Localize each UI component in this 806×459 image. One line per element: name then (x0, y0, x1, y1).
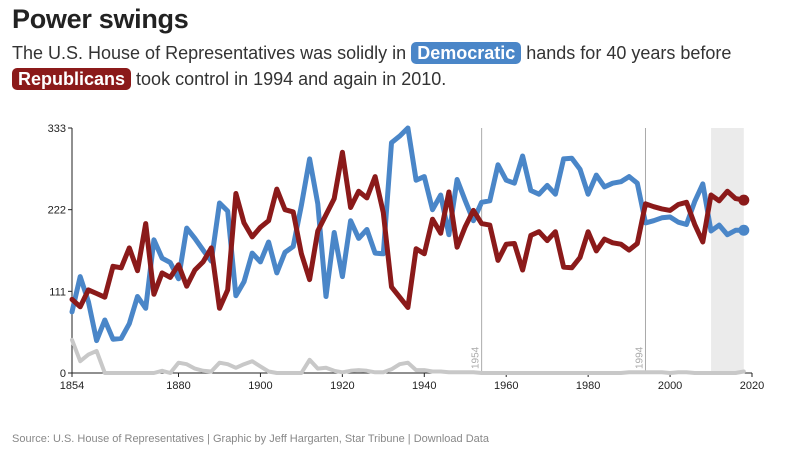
x-tick-label: 1900 (248, 380, 272, 392)
download-data-link[interactable]: Download Data (413, 433, 489, 445)
subtitle-text-2: hands for 40 years before (526, 43, 732, 63)
x-tick-label: 1940 (412, 380, 436, 392)
series-layer (69, 125, 750, 375)
chart-footer: Source: U.S. House of Representatives | … (12, 433, 489, 445)
democratic-label: Democratic (411, 42, 522, 64)
subtitle-text-1: The U.S. House of Representatives was so… (12, 43, 407, 63)
x-tick-label: 2000 (658, 380, 682, 392)
y-tick-label: 333 (48, 123, 66, 135)
axis-layer: 0 111 222 333 1854 1880 1900 1920 1940 1960 1980 20… (48, 123, 765, 392)
republican-end-point (738, 194, 750, 206)
annotation-label-1954: 1954 (471, 346, 482, 369)
annotation-label-1994: 1994 (634, 346, 645, 369)
other-series-line (70, 337, 746, 375)
line-chart: 1954 1994 0 111 222 333 1854 1880 1900 1920 1940 1… (48, 123, 765, 392)
subtitle-text-3: took control in 1994 and again in 2010. (136, 69, 447, 89)
democrat-end-point (738, 224, 750, 236)
footer-separator: | (203, 433, 213, 445)
y-tick-label: 0 (60, 368, 66, 380)
x-tick-label: 1920 (330, 380, 354, 392)
highlight-layer (711, 128, 744, 373)
x-tick-label: 1880 (166, 380, 190, 392)
y-tick-label: 111 (49, 286, 66, 298)
x-tick-label: 1960 (494, 380, 518, 392)
x-tick-label: 1980 (576, 380, 600, 392)
highlight-band (711, 128, 744, 373)
y-tick-label: 222 (48, 205, 66, 217)
chart-title: Power swings (12, 4, 189, 34)
x-tick-label: 2020 (740, 380, 764, 392)
x-tick-label: 1854 (60, 380, 84, 392)
republican-series-line (69, 149, 747, 311)
footer-separator: | (404, 433, 414, 445)
source-text: Source: U.S. House of Representatives (12, 433, 204, 445)
chart-subtitle: The U.S. House of Representatives was so… (12, 40, 792, 92)
democrat-series-line (69, 125, 747, 344)
credit-text: Graphic by Jeff Hargarten, Star Tribune (212, 433, 405, 445)
annotation-layer: 1954 1994 (471, 128, 646, 373)
republicans-label: Republicans (12, 68, 132, 90)
